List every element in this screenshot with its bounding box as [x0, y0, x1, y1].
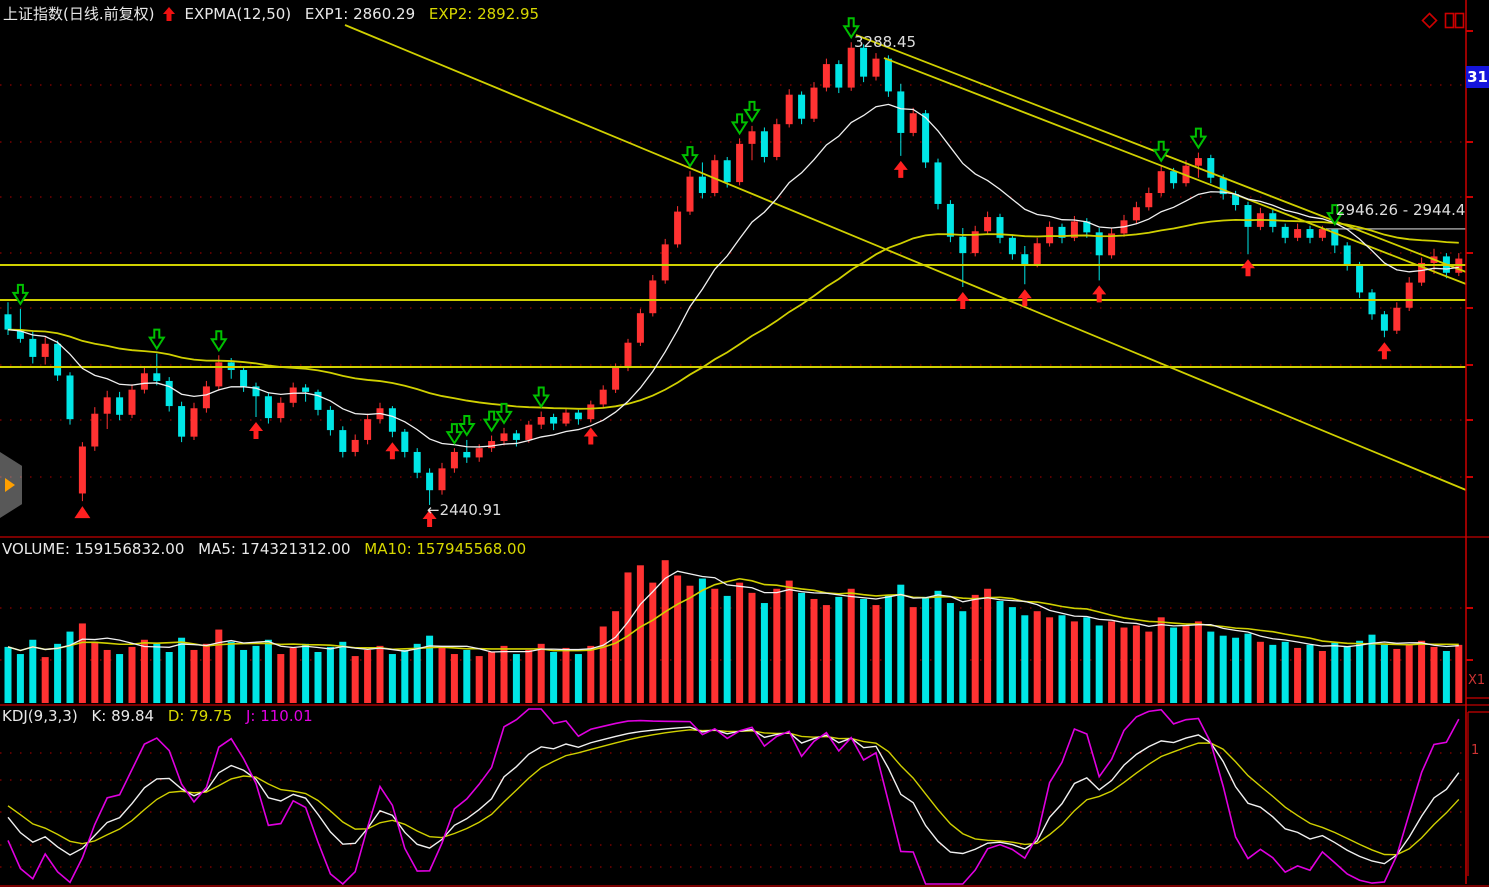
sidebar-expand-handle[interactable] [0, 452, 22, 518]
kdj-d-value: D: 79.75 [167, 707, 233, 725]
recent-range-label: 2946.26 - 2944.4 [1336, 201, 1466, 219]
indicator-label: EXPMA(12,50) [184, 5, 292, 23]
kdj-header: KDJ(9,3,3) K: 89.84 D: 79.75 J: 110.01 [2, 707, 322, 725]
instrument-title: 上证指数(日线.前复权) [3, 5, 155, 23]
volume-ma10-value: MA10: 157945568.00 [364, 540, 527, 558]
kdj-j-value: J: 110.01 [245, 707, 313, 725]
peak-price-label: 3288.45 [854, 33, 917, 51]
window-count-badge: 31 [1466, 66, 1489, 88]
split-window-icon[interactable] [1444, 11, 1465, 30]
volume-header: VOLUME: 159156832.00 MA5: 174321312.00 M… [2, 540, 535, 558]
window-controls [1420, 11, 1465, 30]
kdj-k-value: K: 89.84 [91, 707, 155, 725]
diamond-icon[interactable] [1420, 11, 1439, 30]
exp1-value: EXP1: 2860.29 [304, 5, 416, 23]
expand-right-icon [5, 478, 15, 492]
up-arrow-icon [163, 7, 176, 25]
kdj-axis-label: 1 [1471, 743, 1480, 758]
exp2-value: EXP2: 2892.95 [428, 5, 540, 23]
volume-axis-unit: X1 [1468, 673, 1486, 688]
volume-value: VOLUME: 159156832.00 [2, 540, 185, 558]
main-chart-header: 上证指数(日线.前复权) EXPMA(12,50) EXP1: 2860.29 E… [3, 3, 548, 25]
volume-ma5-value: MA5: 174321312.00 [198, 540, 351, 558]
kdj-indicator-label: KDJ(9,3,3) [2, 707, 78, 725]
low-price-label: ←2440.91 [427, 501, 502, 519]
